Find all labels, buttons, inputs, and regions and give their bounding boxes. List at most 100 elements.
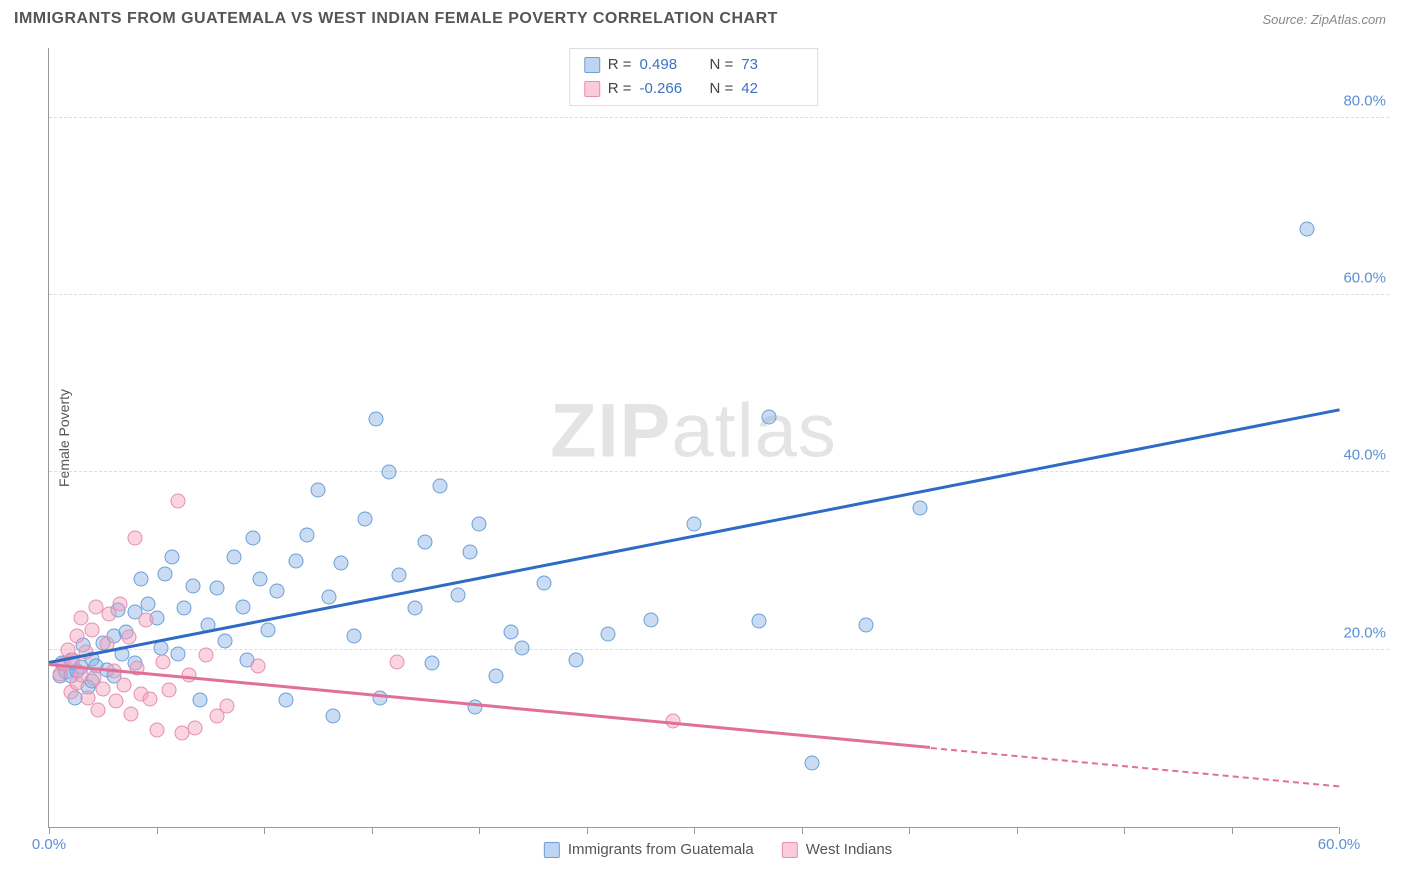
data-point <box>424 656 439 671</box>
data-point <box>246 531 261 546</box>
data-point <box>568 653 583 668</box>
data-point <box>407 601 422 616</box>
data-point <box>117 678 132 693</box>
data-point <box>347 629 362 644</box>
gridline <box>49 471 1389 472</box>
data-point <box>188 720 203 735</box>
bottom-legend: Immigrants from Guatemala West Indians <box>544 841 892 858</box>
x-tick-mark <box>1232 827 1233 834</box>
data-point <box>334 555 349 570</box>
data-point <box>220 699 235 714</box>
data-point <box>515 640 530 655</box>
data-point <box>209 580 224 595</box>
data-point <box>95 681 110 696</box>
x-tick-mark <box>372 827 373 834</box>
legend-item-1: West Indians <box>782 841 892 858</box>
data-point <box>226 549 241 564</box>
data-point <box>751 614 766 629</box>
watermark: ZIPatlas <box>550 387 837 474</box>
data-point <box>300 527 315 542</box>
data-point <box>218 633 233 648</box>
data-point <box>198 648 213 663</box>
data-point <box>450 587 465 602</box>
data-point <box>644 612 659 627</box>
chart-area: Female Poverty ZIPatlas R = 0.498 N = 73… <box>48 48 1388 828</box>
data-point <box>140 596 155 611</box>
data-point <box>463 545 478 560</box>
data-point <box>85 623 100 638</box>
data-point <box>171 647 186 662</box>
data-point <box>325 709 340 724</box>
data-point <box>134 571 149 586</box>
data-point <box>128 531 143 546</box>
x-tick-mark <box>909 827 910 834</box>
y-tick-label: 20.0% <box>1343 624 1386 641</box>
x-tick-mark <box>49 827 50 834</box>
data-point <box>601 626 616 641</box>
data-point <box>108 694 123 709</box>
trend-line <box>49 408 1339 663</box>
data-point <box>269 584 284 599</box>
stats-r-value: -0.266 <box>640 77 692 101</box>
data-point <box>252 571 267 586</box>
x-tick-mark <box>802 827 803 834</box>
data-point <box>153 640 168 655</box>
data-point <box>472 516 487 531</box>
data-point <box>162 682 177 697</box>
data-point <box>177 601 192 616</box>
data-point <box>171 493 186 508</box>
stats-r-value: 0.498 <box>640 53 692 77</box>
data-point <box>112 596 127 611</box>
data-point <box>536 576 551 591</box>
y-tick-label: 40.0% <box>1343 447 1386 464</box>
y-tick-label: 60.0% <box>1343 270 1386 287</box>
data-point <box>74 610 89 625</box>
data-point <box>390 655 405 670</box>
stats-n-label: N = <box>710 77 734 101</box>
data-point <box>687 516 702 531</box>
data-point <box>123 706 138 721</box>
x-tick-mark <box>694 827 695 834</box>
x-tick-mark <box>479 827 480 834</box>
stats-n-value: 42 <box>741 77 793 101</box>
data-point <box>418 534 433 549</box>
gridline <box>49 117 1389 118</box>
data-point <box>392 568 407 583</box>
data-point <box>368 412 383 427</box>
legend-label: Immigrants from Guatemala <box>568 841 754 858</box>
x-tick-mark <box>1339 827 1340 834</box>
legend-label: West Indians <box>806 841 892 858</box>
legend-item-0: Immigrants from Guatemala <box>544 841 754 858</box>
data-point <box>121 630 136 645</box>
x-tick-mark <box>157 827 158 834</box>
chart-header: IMMIGRANTS FROM GUATEMALA VS WEST INDIAN… <box>0 0 1406 36</box>
data-point <box>91 703 106 718</box>
data-point <box>278 693 293 708</box>
swatch-icon <box>584 57 600 73</box>
data-point <box>321 589 336 604</box>
data-point <box>181 667 196 682</box>
correlation-stats-box: R = 0.498 N = 73 R = -0.266 N = 42 <box>569 48 819 106</box>
data-point <box>289 554 304 569</box>
x-tick-label: 60.0% <box>1318 836 1361 853</box>
data-point <box>192 693 207 708</box>
data-point <box>489 669 504 684</box>
swatch-icon <box>544 842 560 858</box>
stats-r-label: R = <box>608 53 632 77</box>
data-point <box>358 512 373 527</box>
gridline <box>49 649 1389 650</box>
data-point <box>235 600 250 615</box>
data-point <box>155 655 170 670</box>
data-point <box>186 578 201 593</box>
swatch-icon <box>782 842 798 858</box>
data-point <box>381 465 396 480</box>
x-tick-mark <box>264 827 265 834</box>
data-point <box>80 690 95 705</box>
data-point <box>433 478 448 493</box>
swatch-icon <box>584 81 600 97</box>
y-tick-label: 80.0% <box>1343 92 1386 109</box>
stats-r-label: R = <box>608 77 632 101</box>
stats-n-label: N = <box>710 53 734 77</box>
trend-line <box>930 747 1339 787</box>
x-tick-label: 0.0% <box>32 836 66 853</box>
